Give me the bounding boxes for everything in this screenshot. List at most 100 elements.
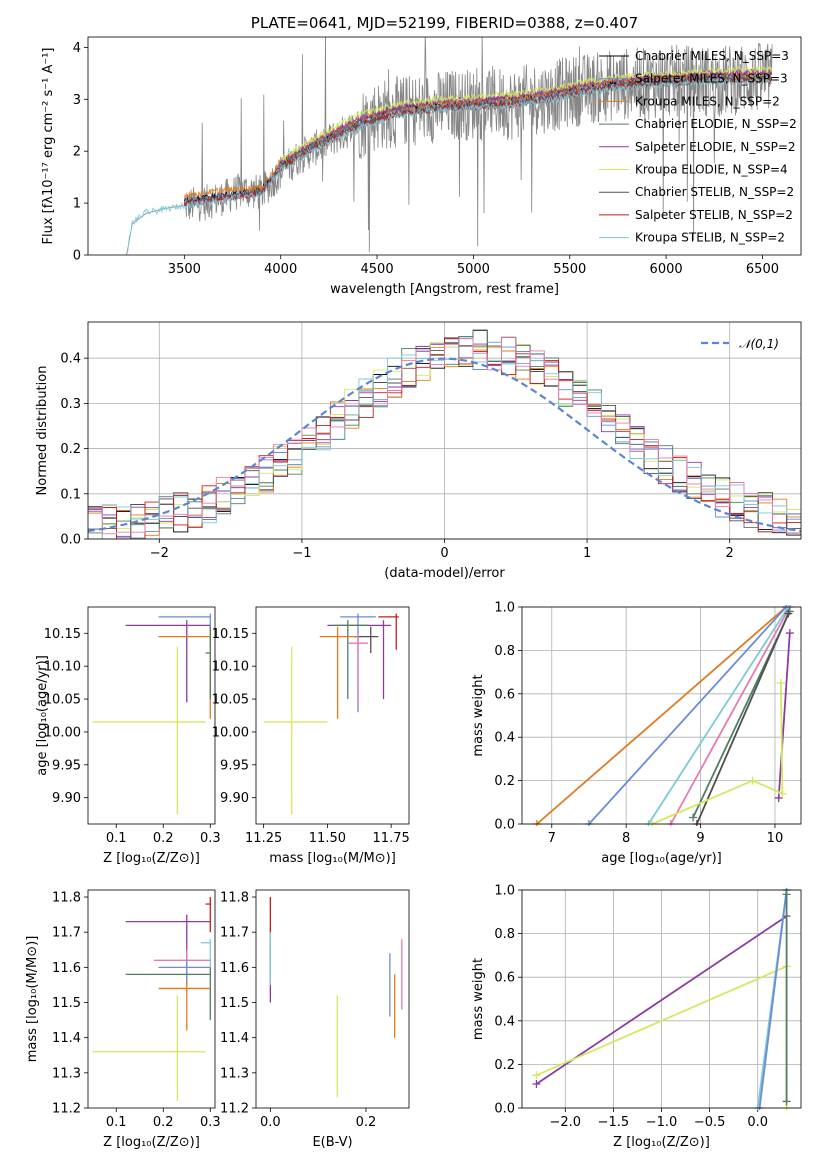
y-tick-label: 1.0 [494,601,515,616]
x-tick-label: 0.3 [200,1115,221,1130]
histogram-step-line [88,336,801,535]
x-tick-label: 4000 [264,262,297,277]
y-tick-label: 10.00 [44,725,81,740]
y-tick-label: 10.10 [212,660,249,675]
spectrum-series-line [126,77,773,255]
y-tick-label: 10.10 [44,660,81,675]
weight-marker [689,813,698,822]
y-tick-label: 0.0 [494,1102,515,1117]
y-tick-label: 0.0 [494,818,515,833]
spectrum-panel: 3500 4000 4500 5000 5500 6000 6500 0 1 2 3 4 wavelen… [41,14,802,297]
y-tick-label: 10.00 [212,725,249,740]
x-tick-label: 5000 [457,262,490,277]
y-tick-label: 0.0 [60,533,81,548]
legend-label: Salpeter MILES, N_SSP=3 [635,72,788,86]
legend-label: Kroupa ELODIE, N_SSP=4 [635,163,788,177]
x-axis-label: age [log₁₀(age/yr)] [601,851,722,866]
errorbar-point [158,981,211,1031]
y-tick-label: 9.95 [220,758,249,773]
y-axis-label: Flux [fλ10⁻¹⁷ erg cm⁻² s⁻¹ A⁻¹] [41,48,56,245]
x-tick-label: 0 [440,546,448,561]
weight-marker [785,629,794,638]
x-tick-label: −1 [292,546,311,561]
y-tick-label: 11.6 [52,961,81,976]
errorbar-point [205,626,211,700]
legend-label: Chabrier MILES, N_SSP=3 [635,49,789,63]
weight-marker [782,890,791,899]
errorbar-point [158,613,211,627]
y-tick-label: 10.15 [44,627,81,642]
weight-marker [774,793,783,802]
weight-marker [532,1071,541,1080]
x-tick-label: 0.2 [356,1115,377,1130]
y-tick-label: 11.8 [52,891,81,906]
y-tick-label: 11.2 [220,1102,249,1117]
x-axis-label: wavelength [Angstrom, rest frame] [330,282,559,297]
y-tick-label: 11.7 [52,926,81,941]
errorbar-plot-area [269,897,403,1098]
errorbar-point [332,620,369,700]
y-tick-label: 0.6 [494,687,515,702]
legend-label: 𝒩(0,1) [739,337,779,351]
y-tick-label: 4 [73,41,81,56]
axes-frame [87,36,802,256]
weight-marker [782,1097,791,1106]
y-tick-label: 10.05 [44,693,81,708]
y-tick-label: 0.4 [60,352,81,367]
y-axis-label: age [log₁₀(age/yr)] [35,655,50,776]
y-tick-label: 10.15 [212,627,249,642]
x-tick-label: 0.0 [747,1115,768,1130]
y-tick-label: 0.3 [60,397,81,412]
errorbar-point [158,626,211,719]
axes-frame [87,606,216,825]
y-tick-label: 0.8 [494,927,515,942]
x-axis-label: Z [log₁₀(Z/Z⊙)] [613,1135,710,1150]
axes-frame [87,889,216,1109]
weight-series-line [647,606,790,825]
errorbar-point [205,897,211,933]
weight-series-line [535,915,788,1085]
x-tick-label: −0.5 [694,1115,726,1130]
errorbar-point [125,967,211,1021]
x-tick-label: −2.0 [550,1115,582,1130]
y-tick-label: 11.3 [52,1066,81,1081]
y-tick-label: 11.2 [52,1102,81,1117]
errorbar-point [125,914,211,961]
x-axis-label: Z [log₁₀(Z/Z⊙)] [103,1135,200,1150]
x-tick-label: 3500 [168,262,201,277]
y-axis-label: mass weight [471,958,486,1040]
y-tick-label: 11.5 [220,996,249,1011]
x-tick-label: 5500 [553,262,586,277]
chart-title: PLATE=0641, MJD=52199, FIBERID=0388, z=0… [251,14,638,32]
y-tick-label: 10.05 [212,693,249,708]
massweight-vs-age-panel: 7 8 9 10 0.0 0.2 0.4 0.6 0.8 1.0 age [log₁₀(age/yr… [471,601,802,866]
y-tick-label: 1 [73,197,81,212]
x-tick-label: 0.2 [153,1115,174,1130]
y-tick-label: 11.6 [220,961,249,976]
y-tick-label: 3 [73,93,81,108]
weight-marker [748,776,757,785]
x-tick-label: 7 [548,831,556,846]
spectrum-series-line [280,64,773,161]
weight-series-line [588,606,787,825]
y-tick-label: 11.7 [220,926,249,941]
y-tick-label: 0.4 [494,731,515,746]
spectrum-series-line [126,37,773,255]
legend-label: Salpeter STELIB, N_SSP=2 [635,208,793,222]
legend-label: Kroupa MILES, N_SSP=2 [635,94,780,108]
x-tick-label: 0.1 [106,1115,127,1130]
x-tick-label: 10 [767,831,784,846]
errorbar-point [263,646,328,815]
weight-series-line [536,606,787,825]
y-tick-label: 0.2 [60,442,81,457]
weight-marker [532,1080,541,1089]
errorbar-point [158,960,211,985]
y-tick-label: 0.2 [494,774,515,789]
x-tick-label: −1.0 [646,1115,678,1130]
errorbar-point [125,620,211,703]
weight-series-line [651,682,784,825]
y-tick-label: 0.1 [60,487,81,502]
errorbar-plot-area [92,613,211,815]
errorbar-point [352,626,379,654]
